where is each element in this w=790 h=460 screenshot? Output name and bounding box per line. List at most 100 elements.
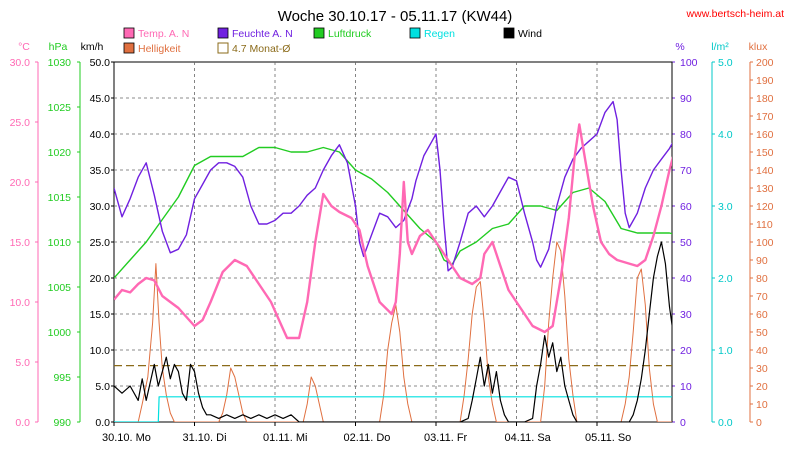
tick-label: 110 — [756, 219, 773, 231]
axis-unit-label: hPa — [49, 41, 68, 53]
legend-swatch — [123, 42, 135, 54]
tick-label: 1.0 — [718, 345, 733, 357]
legend-swatch — [217, 27, 229, 39]
tick-label: 20 — [756, 381, 768, 393]
tick-label: 20.0 — [90, 273, 111, 285]
tick-label: 1015 — [48, 192, 72, 204]
tick-label: 160 — [756, 129, 774, 141]
tick-label: 50.0 — [90, 57, 111, 69]
tick-label: 40 — [680, 273, 692, 285]
tick-label: 70 — [756, 291, 768, 303]
tick-label: 190 — [756, 75, 774, 87]
tick-label: 15.0 — [90, 309, 111, 321]
tick-label: 0.0 — [718, 417, 733, 429]
axis-unit-label: l/m² — [711, 41, 729, 53]
tick-label: 10.0 — [10, 297, 31, 309]
tick-label: 25.0 — [90, 237, 111, 249]
tick-label: 60 — [756, 309, 768, 321]
legend-swatch — [313, 27, 325, 39]
x-tick-label: 31.10. Di — [183, 432, 227, 444]
tick-label: 90 — [756, 255, 768, 267]
series-line-temp-a-n — [114, 123, 672, 340]
tick-label: 170 — [756, 111, 774, 123]
tick-label: 40 — [756, 345, 768, 357]
legend-label: Feuchte A. N — [232, 28, 293, 40]
tick-label: 990 — [53, 417, 71, 429]
tick-label: 5.0 — [95, 381, 110, 393]
tick-label: 0.0 — [15, 417, 30, 429]
tick-label: 5.0 — [15, 357, 30, 369]
tick-label: 4.0 — [718, 129, 733, 141]
legend-label: Regen — [424, 28, 455, 40]
series-line-regen — [114, 396, 672, 422]
tick-label: 1010 — [48, 237, 72, 249]
legend: Temp. A. N Helligkeit Feuchte A. N 4.7 Mona… — [123, 27, 542, 55]
series-line-helligkeit — [114, 241, 672, 422]
axis-unit-label: km/h — [81, 41, 104, 53]
tick-label: 50 — [680, 237, 692, 249]
legend-label: Wind — [518, 28, 542, 40]
chart-title: Woche 30.10.17 - 05.11.17 (KW44) — [278, 8, 513, 25]
tick-label: 995 — [53, 372, 71, 384]
tick-label: 80 — [680, 129, 692, 141]
axis-unit-label: klux — [749, 41, 768, 53]
legend-label: 4.7 Monat-Ø — [232, 43, 290, 55]
tick-label: 20.0 — [10, 177, 31, 189]
source-label: www.bertsch-heim.at — [686, 8, 785, 20]
tick-label: 10 — [680, 381, 692, 393]
tick-label: 1020 — [48, 147, 72, 159]
tick-label: 120 — [756, 201, 774, 213]
tick-label: 60 — [680, 201, 692, 213]
tick-label: 30.0 — [90, 201, 111, 213]
tick-label: 200 — [756, 57, 774, 69]
x-tick-label: 05.11. So — [585, 432, 631, 444]
legend-swatch — [123, 27, 135, 39]
tick-label: 0 — [756, 417, 762, 429]
tick-label: 30.0 — [10, 57, 31, 69]
tick-label: 40.0 — [90, 129, 111, 141]
tick-label: 35.0 — [90, 165, 111, 177]
tick-label: 1000 — [48, 327, 72, 339]
axis-unit-label: % — [675, 41, 684, 53]
tick-label: 0 — [680, 417, 686, 429]
tick-label: 45.0 — [90, 93, 111, 105]
tick-label: 5.0 — [718, 57, 733, 69]
tick-label: 180 — [756, 93, 774, 105]
tick-label: 70 — [680, 165, 692, 177]
x-tick-label: 30.10. Mo — [102, 432, 151, 444]
plot-area — [114, 100, 672, 422]
tick-label: 130 — [756, 183, 774, 195]
tick-label: 2.0 — [718, 273, 733, 285]
legend-label: Temp. A. N — [138, 28, 189, 40]
tick-label: 3.0 — [718, 201, 733, 213]
tick-label: 10 — [756, 399, 768, 411]
tick-label: 1030 — [48, 57, 72, 69]
x-tick-label: 01.11. Mi — [263, 432, 307, 444]
legend-swatch — [409, 27, 421, 39]
tick-label: 30 — [756, 363, 768, 375]
x-tick-label: 02.11. Do — [344, 432, 391, 444]
tick-label: 25.0 — [10, 117, 31, 129]
tick-label: 0.0 — [95, 417, 110, 429]
tick-label: 30 — [680, 309, 692, 321]
tick-label: 1005 — [48, 282, 72, 294]
legend-label: Helligkeit — [138, 43, 181, 55]
tick-label: 150 — [756, 147, 774, 159]
tick-label: 140 — [756, 165, 774, 177]
series-line-wind — [114, 241, 672, 422]
tick-label: 10.0 — [90, 345, 111, 357]
legend-label: Luftdruck — [328, 28, 372, 40]
x-tick-label: 04.11. Sa — [505, 432, 552, 444]
legend-swatch — [217, 42, 229, 54]
legend-swatch — [503, 27, 515, 39]
tick-label: 80 — [756, 273, 768, 285]
tick-label: 100 — [756, 237, 774, 249]
tick-label: 90 — [680, 93, 692, 105]
tick-label: 50 — [756, 327, 768, 339]
tick-label: 100 — [680, 57, 698, 69]
x-tick-label: 03.11. Fr — [424, 432, 468, 444]
x-axis: 30.10. Mo 31.10. Di 01.11. Mi 02.11. Do 03.1… — [102, 422, 631, 444]
tick-label: 1025 — [48, 102, 72, 114]
series-line-feuchte-a-n — [114, 100, 672, 272]
